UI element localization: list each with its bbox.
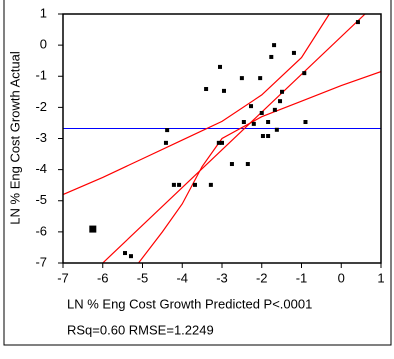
point	[302, 71, 307, 76]
x-tick-label: -7	[57, 270, 69, 285]
point	[128, 254, 133, 259]
x-tick-label: -6	[97, 270, 109, 285]
point	[291, 50, 296, 55]
lower-confidence-curve	[138, 71, 381, 263]
x-tick-label: -1	[296, 270, 308, 285]
y-tick-label: -2	[35, 99, 47, 114]
point	[165, 128, 170, 133]
point	[229, 162, 234, 167]
y-tick-label: -3	[35, 130, 47, 145]
point	[123, 251, 128, 256]
summary: RSq=0.60 RMSE=1.2249	[67, 322, 214, 337]
point	[241, 120, 246, 125]
point	[245, 162, 250, 167]
y-axis-label: LN % Eng Cost Growth Actual	[7, 51, 22, 225]
y-tick-label: -1	[35, 68, 47, 83]
point	[259, 110, 264, 115]
point	[204, 87, 209, 92]
x-tick-label: 1	[377, 270, 384, 285]
x-tick-label: -5	[137, 270, 149, 285]
point	[269, 54, 274, 59]
point	[220, 140, 224, 145]
plot-border	[62, 13, 382, 264]
y-tick-label: 0	[40, 37, 47, 52]
y-tick-label: -7	[35, 254, 47, 269]
x-tick-label: -2	[256, 270, 268, 285]
point	[274, 127, 279, 132]
x-axis-label: LN % Eng Cost Growth Predicted P<.0001	[67, 296, 312, 311]
point	[251, 121, 256, 126]
point	[163, 140, 168, 145]
point	[272, 107, 277, 112]
frame	[3, 0, 392, 346]
point	[266, 134, 271, 139]
point	[216, 140, 221, 145]
y-tick-label: -5	[35, 192, 47, 207]
point	[208, 182, 213, 187]
y-tick-label: 1	[40, 5, 47, 20]
point	[239, 76, 244, 81]
point	[266, 120, 271, 125]
point	[272, 43, 277, 48]
x-tick-label: 0	[338, 270, 345, 285]
point	[221, 88, 226, 93]
point	[171, 182, 176, 187]
point	[89, 225, 97, 233]
x-tick-label: -4	[176, 270, 188, 285]
point	[278, 99, 283, 104]
point	[249, 104, 254, 109]
point	[355, 20, 360, 25]
point	[260, 134, 265, 139]
point	[303, 120, 308, 125]
y-tick-label: -6	[35, 223, 47, 238]
point	[280, 89, 285, 94]
point	[218, 64, 223, 69]
upper-confidence-curve	[63, 14, 330, 196]
fit-line	[102, 14, 366, 263]
point	[258, 76, 263, 81]
point	[192, 182, 197, 187]
point	[177, 182, 182, 187]
x-tick-label: -3	[216, 270, 228, 285]
y-tick-label: -4	[35, 161, 47, 176]
